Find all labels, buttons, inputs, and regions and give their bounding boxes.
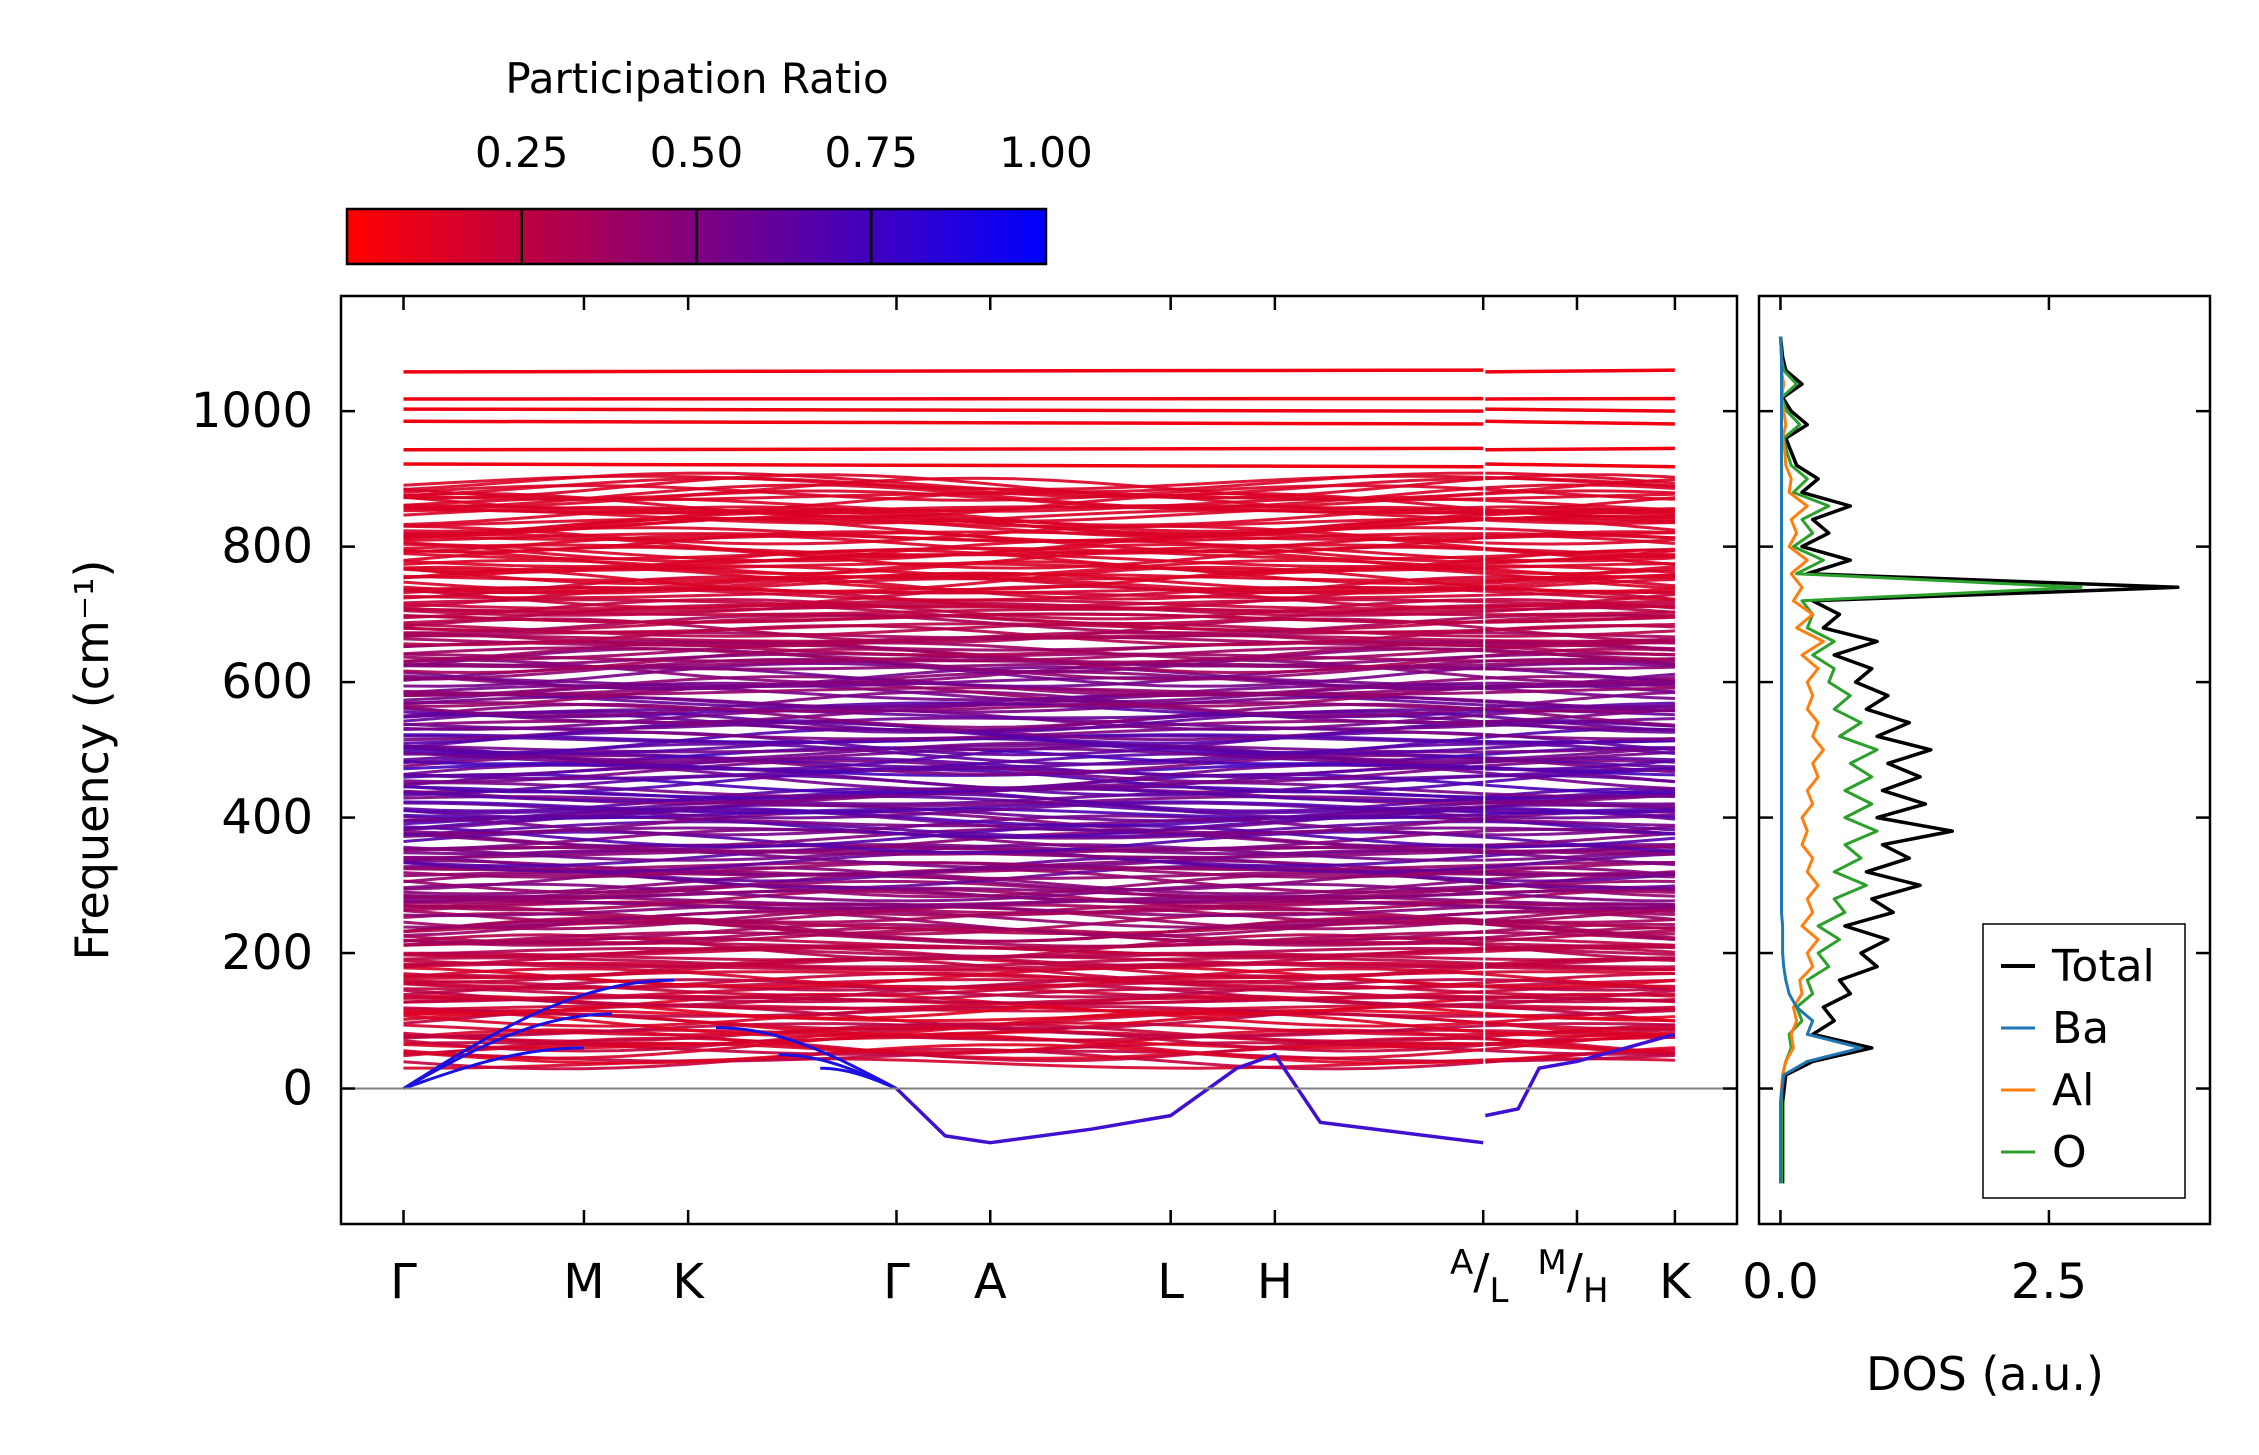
x-tick-sub: H xyxy=(1583,1271,1609,1311)
band-line xyxy=(403,781,1675,799)
x-tick-sup: M xyxy=(1537,1243,1566,1283)
colorbar-tick-label: 1.00 xyxy=(999,128,1093,177)
band-line xyxy=(403,882,1675,903)
dos-series-o xyxy=(1779,336,2083,1184)
y-tick-label: 400 xyxy=(221,790,313,846)
soft-mode-branch xyxy=(895,1052,1484,1145)
dos-lines xyxy=(1778,336,2180,1184)
dos-series-total xyxy=(1778,336,2180,1184)
x-tick-label: K xyxy=(1659,1254,1692,1310)
band-line-high xyxy=(403,407,1675,413)
band-line-high xyxy=(403,446,1675,452)
x-tick-slash: / xyxy=(1567,1244,1584,1300)
acoustic-branch xyxy=(402,1012,612,1090)
acoustic-branch xyxy=(820,1066,898,1090)
legend-label-al: Al xyxy=(2052,1065,2094,1116)
x-tick-label-combined: M/H xyxy=(1537,1243,1608,1311)
band-line xyxy=(403,967,1675,990)
colorbar: Participation Ratio 0.25 0.50 0.75 1.00 xyxy=(345,54,1093,266)
y-tick-label: 600 xyxy=(221,654,313,710)
dos-legend: Total Ba Al O xyxy=(1982,923,2186,1199)
band-line xyxy=(403,966,1676,989)
band-line-high xyxy=(403,419,1675,426)
dos-series-al xyxy=(1779,336,1825,1184)
colorbar-tick-label: 0.75 xyxy=(824,128,918,177)
dos-xlabel: DOS (a.u.) xyxy=(1866,1347,2104,1401)
colorbar-tick-label: 0.50 xyxy=(650,128,744,177)
band-line-high xyxy=(403,368,1675,374)
x-tick-label-combined: A/L xyxy=(1450,1243,1508,1311)
x-tick-label: M xyxy=(563,1254,604,1310)
acoustic-branch xyxy=(402,1046,584,1090)
legend-label-total: Total xyxy=(2051,941,2155,992)
dos-x-tick-label: 2.5 xyxy=(2011,1254,2087,1310)
soft-mode-branch xyxy=(1484,1032,1676,1118)
band-ylabel: Frequency (cm⁻¹) xyxy=(65,560,119,961)
x-tick-label: Γ xyxy=(883,1254,910,1310)
band-line xyxy=(403,533,1675,559)
legend-label-o: O xyxy=(2052,1127,2087,1178)
y-tick-label: 800 xyxy=(221,519,313,575)
x-tick-label: A xyxy=(974,1254,1007,1310)
x-tick-label: K xyxy=(672,1254,705,1310)
band-line xyxy=(403,1010,1676,1038)
x-tick-sub: L xyxy=(1489,1271,1508,1311)
band-line-high xyxy=(403,462,1675,469)
band-line xyxy=(403,473,1675,500)
dos-ticks: 0.0 2.5 xyxy=(1742,296,2210,1310)
x-tick-slash: / xyxy=(1473,1244,1490,1300)
band-line xyxy=(403,622,1675,634)
colorbar-ticks: 0.25 0.50 0.75 1.00 xyxy=(475,128,1093,264)
y-tick-label: 1000 xyxy=(191,383,313,439)
band-line xyxy=(403,759,1675,784)
acoustic-branch xyxy=(402,978,675,1090)
y-tick-label: 0 xyxy=(282,1061,313,1117)
x-tick-label: H xyxy=(1257,1254,1293,1310)
dos-x-tick-label: 0.0 xyxy=(1742,1254,1818,1310)
x-tick-label: L xyxy=(1157,1254,1184,1310)
legend-label-ba: Ba xyxy=(2052,1003,2109,1054)
x-tick-label: Γ xyxy=(390,1254,417,1310)
x-tick-sup: A xyxy=(1450,1243,1473,1283)
dos-series-ba xyxy=(1779,336,1863,1184)
band-lines xyxy=(341,368,1737,1145)
band-line xyxy=(403,747,1675,765)
band-line xyxy=(403,859,1675,877)
acoustic-branch xyxy=(715,1026,898,1090)
colorbar-title: Participation Ratio xyxy=(505,54,888,103)
band-axes-frame xyxy=(339,294,1739,1226)
band-line xyxy=(403,474,1675,491)
dos-panel: 0.0 2.5 DOS (a.u.) Total Ba Al O xyxy=(1742,294,2212,1401)
dos-axes-frame xyxy=(1757,294,2212,1226)
y-tick-label: 200 xyxy=(221,925,313,981)
colorbar-tick-label: 0.25 xyxy=(475,128,569,177)
